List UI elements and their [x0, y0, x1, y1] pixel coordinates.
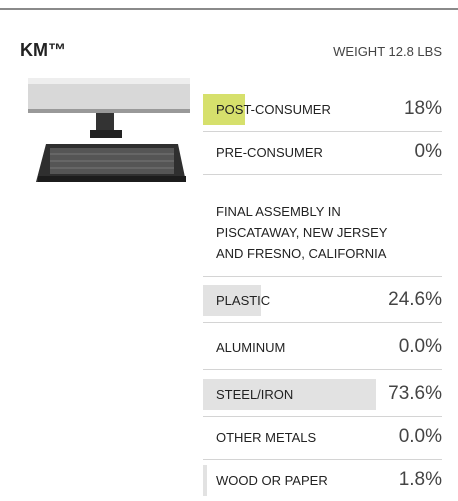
row-separator	[203, 369, 442, 370]
value-bar	[203, 465, 208, 496]
row-value: 0.0%	[398, 425, 442, 447]
assembly-line: PISCATAWAY, NEW JERSEY	[216, 225, 388, 240]
row-value: 1.8%	[398, 468, 442, 490]
product-image	[28, 78, 190, 182]
row-label: ALUMINUM	[216, 339, 286, 355]
row-separator	[203, 276, 442, 277]
top-rule	[0, 8, 458, 10]
row-label: POST-CONSUMER	[216, 101, 331, 117]
row-label: PLASTIC	[216, 292, 271, 308]
row-separator	[203, 416, 442, 417]
row-separator	[203, 174, 442, 175]
row-value: 18%	[403, 97, 442, 119]
row-label: PRE-CONSUMER	[216, 144, 323, 160]
row-value: 0%	[414, 140, 442, 162]
row-separator	[203, 322, 442, 323]
row-separator	[203, 131, 442, 132]
row-label: STEEL/IRON	[216, 386, 294, 402]
row-label: OTHER METALS	[216, 429, 317, 445]
row-label: WOOD OR PAPER	[216, 472, 328, 488]
row-separator	[203, 459, 442, 460]
row-value: 24.6%	[388, 288, 442, 310]
value-bar	[203, 379, 376, 410]
row-value: 73.6%	[388, 382, 442, 404]
row-value: 0.0%	[398, 335, 442, 357]
product-title: KM™	[20, 40, 66, 60]
value-bar	[203, 94, 246, 125]
assembly-line: FINAL ASSEMBLY IN	[216, 204, 341, 219]
value-bar	[203, 285, 261, 316]
assembly-line: AND FRESNO, CALIFORNIA	[216, 246, 387, 261]
weight: WEIGHT 12.8 LBS	[333, 44, 442, 59]
